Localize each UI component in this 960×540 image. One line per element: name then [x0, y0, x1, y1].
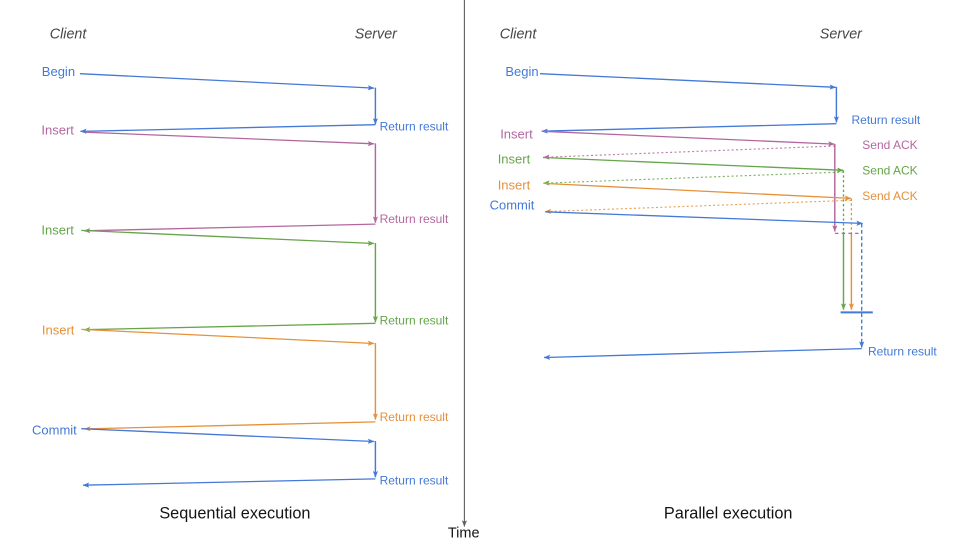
svg-text:Parallel execution: Parallel execution: [664, 505, 793, 523]
svg-text:Return result: Return result: [380, 212, 449, 226]
svg-text:Return result: Return result: [380, 473, 449, 487]
svg-text:Return result: Return result: [380, 410, 449, 424]
svg-text:Insert: Insert: [498, 152, 531, 167]
svg-text:Client: Client: [50, 26, 88, 42]
svg-text:Sequential execution: Sequential execution: [159, 505, 310, 523]
svg-text:Insert: Insert: [498, 177, 531, 192]
svg-text:Time: Time: [448, 526, 480, 540]
svg-text:Insert: Insert: [41, 222, 74, 237]
svg-text:Begin: Begin: [42, 64, 75, 79]
svg-text:Server: Server: [355, 26, 398, 42]
svg-text:Return result: Return result: [380, 119, 449, 133]
svg-text:Commit: Commit: [32, 422, 77, 437]
svg-text:Insert: Insert: [42, 322, 75, 337]
svg-text:Insert: Insert: [500, 127, 533, 142]
svg-text:Send ACK: Send ACK: [862, 189, 917, 203]
svg-text:Commit: Commit: [490, 197, 535, 212]
svg-text:Begin: Begin: [505, 64, 538, 79]
svg-text:Client: Client: [500, 26, 538, 42]
svg-text:Insert: Insert: [41, 122, 74, 137]
svg-text:Server: Server: [820, 26, 863, 42]
svg-text:Return result: Return result: [852, 113, 921, 127]
svg-text:Send ACK: Send ACK: [862, 163, 917, 177]
svg-text:Return result: Return result: [868, 344, 937, 358]
svg-text:Return result: Return result: [380, 313, 449, 327]
svg-text:Send ACK: Send ACK: [862, 138, 917, 152]
